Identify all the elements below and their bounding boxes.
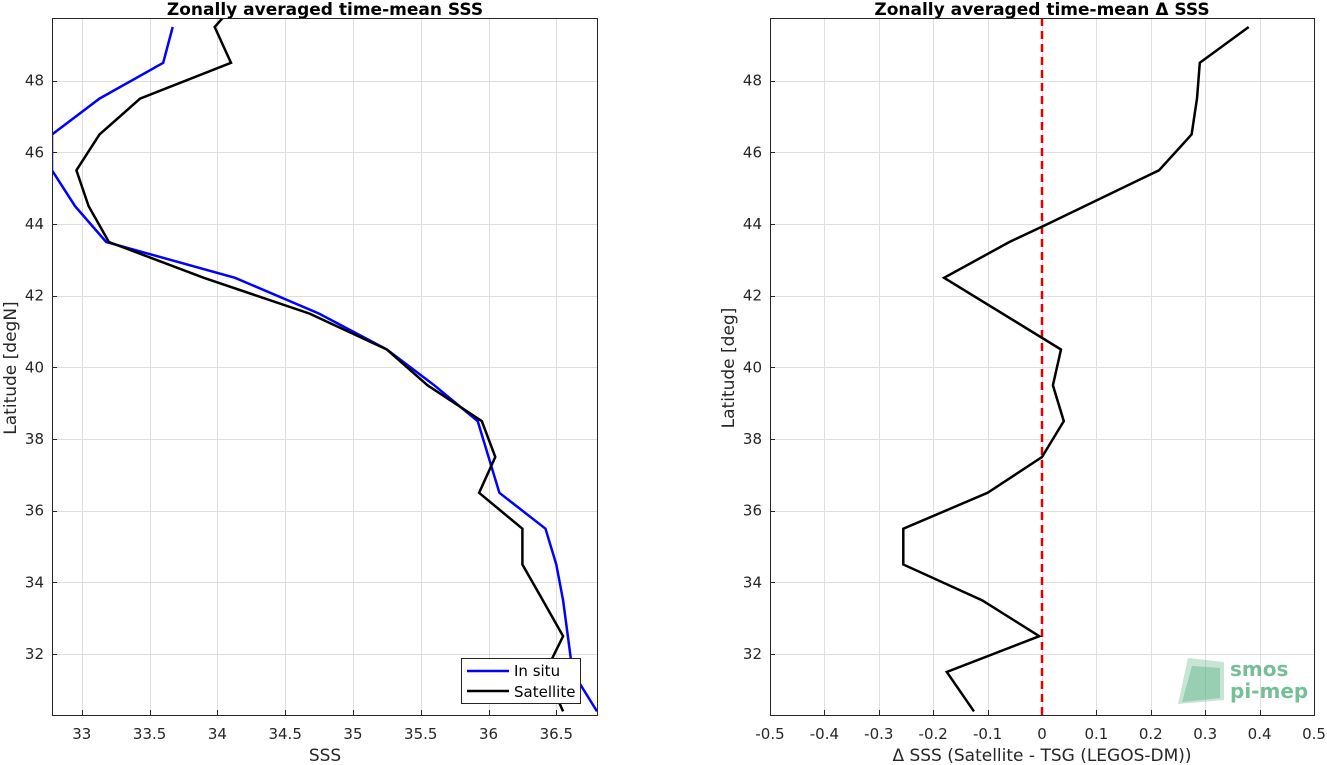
y-tick-label: 36 bbox=[25, 502, 44, 520]
smos-pi-mep-logo: smos pi-mep bbox=[1178, 657, 1308, 704]
x-tick-label: 34 bbox=[208, 725, 227, 743]
y-tick-label: 40 bbox=[743, 358, 762, 376]
logo-shape-inner bbox=[1182, 666, 1220, 702]
y-tick-label: 38 bbox=[743, 430, 762, 448]
left-gridlines bbox=[52, 18, 597, 715]
x-tick-label: -0.2 bbox=[919, 725, 948, 743]
y-tick-label: 32 bbox=[25, 645, 44, 663]
x-tick-label: 33.5 bbox=[133, 725, 166, 743]
x-tick-label: 0.1 bbox=[1084, 725, 1108, 743]
left-series-group bbox=[52, 18, 597, 713]
x-tick-label: -0.5 bbox=[755, 725, 784, 743]
x-tick-label: 33 bbox=[72, 725, 91, 743]
right-x-tick-labels: -0.5 -0.4 -0.3 -0.2 -0.1 0 0.1 0.2 0.3 0.4 0.5 bbox=[755, 725, 1326, 743]
y-tick-label: 32 bbox=[743, 645, 762, 663]
x-tick-label: 0 bbox=[1037, 725, 1047, 743]
series-line-satellite bbox=[75, 18, 565, 712]
y-tick-label: 36 bbox=[743, 502, 762, 520]
y-tick-label: 46 bbox=[25, 143, 44, 161]
right-plot-frame bbox=[770, 18, 1315, 716]
legend: In situ Satellite bbox=[461, 658, 581, 704]
y-tick-label: 34 bbox=[743, 573, 762, 591]
x-tick-label: 35 bbox=[343, 725, 362, 743]
legend-label-satellite: Satellite bbox=[514, 683, 575, 701]
x-tick-label: 35.5 bbox=[404, 725, 437, 743]
y-tick-label: 42 bbox=[25, 287, 44, 305]
left-plot-frame bbox=[52, 18, 598, 716]
left-y-tick-labels: 32 34 36 38 40 42 44 46 48 bbox=[25, 72, 44, 663]
left-y-axis-label: Latitude [degN] bbox=[1, 301, 21, 434]
y-tick-label: 44 bbox=[743, 215, 762, 233]
right-x-axis-label: Δ SSS (Satellite - TSG (LEGOS-DM)) bbox=[892, 746, 1191, 765]
logo-shape bbox=[1178, 658, 1224, 704]
y-tick-label: 48 bbox=[25, 72, 44, 90]
x-tick-label: -0.3 bbox=[864, 725, 893, 743]
logo-text-pi-mep: pi-mep bbox=[1230, 679, 1308, 703]
legend-label-in-situ: In situ bbox=[514, 662, 560, 680]
y-tick-label: 48 bbox=[743, 72, 762, 90]
y-tick-label: 38 bbox=[25, 430, 44, 448]
left-x-tick-labels: 33 33.5 34 34.5 35 35.5 36 36.5 bbox=[72, 725, 573, 743]
right-chart-title: Zonally averaged time-mean Δ SSS bbox=[874, 0, 1209, 20]
x-tick-label: 0.5 bbox=[1302, 725, 1326, 743]
legend-box bbox=[461, 658, 581, 704]
logo-text-smos: smos bbox=[1230, 657, 1288, 681]
series-line-delta-sss bbox=[902, 25, 1250, 713]
y-tick-label: 44 bbox=[25, 215, 44, 233]
left-x-axis-label: SSS bbox=[309, 746, 341, 765]
x-tick-label: 36 bbox=[479, 725, 498, 743]
right-y-tick-labels: 32 34 36 38 40 42 44 46 48 bbox=[743, 72, 762, 663]
left-chart-title: Zonally averaged time-mean SSS bbox=[167, 0, 483, 20]
x-tick-label: -0.1 bbox=[973, 725, 1002, 743]
x-tick-label: 36.5 bbox=[540, 725, 573, 743]
y-tick-label: 42 bbox=[743, 287, 762, 305]
x-tick-label: 34.5 bbox=[268, 725, 301, 743]
x-tick-label: -0.4 bbox=[810, 725, 839, 743]
right-panel: Zonally averaged time-mean Δ SSS -0.5 -0.… bbox=[719, 0, 1326, 765]
y-tick-label: 40 bbox=[25, 358, 44, 376]
x-tick-label: 0.2 bbox=[1139, 725, 1163, 743]
series-line-in-situ bbox=[52, 26, 597, 713]
x-tick-label: 0.4 bbox=[1248, 725, 1272, 743]
right-series-group bbox=[902, 25, 1250, 713]
y-tick-label: 46 bbox=[743, 143, 762, 161]
right-y-axis-label: Latitude [deg] bbox=[719, 308, 739, 429]
left-panel: Zonally averaged time-mean SSS 33 33.5 34 3… bbox=[1, 0, 598, 765]
y-tick-label: 34 bbox=[25, 573, 44, 591]
x-tick-label: 0.3 bbox=[1193, 725, 1217, 743]
